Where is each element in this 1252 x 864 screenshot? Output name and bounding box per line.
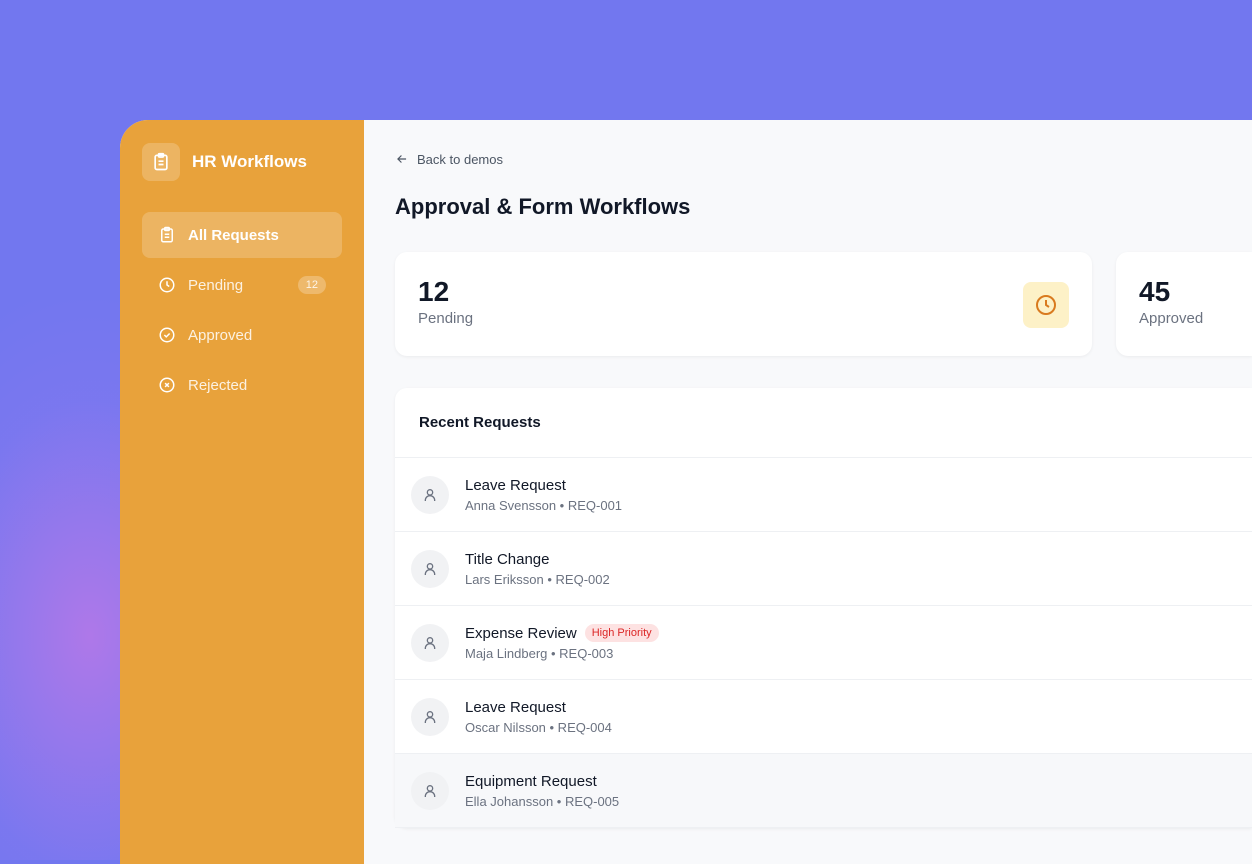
stat-card-approved: 45 Approved bbox=[1116, 252, 1252, 356]
back-link-label: Back to demos bbox=[417, 151, 503, 167]
recent-requests-title: Recent Requests bbox=[395, 388, 1252, 458]
arrow-left-icon bbox=[397, 155, 407, 163]
request-list: Leave Request Anna Svensson • REQ-001 Ti… bbox=[395, 458, 1252, 828]
request-row[interactable]: Expense Review High Priority Maja Lindber… bbox=[395, 606, 1252, 680]
request-title: Equipment Request bbox=[465, 772, 597, 790]
sidebar-nav: All Requests Pending 12 Approved Rejecte… bbox=[142, 212, 342, 408]
clipboard-icon bbox=[142, 143, 180, 181]
pending-count-badge: 12 bbox=[297, 276, 326, 294]
request-row[interactable]: Leave Request Oscar Nilsson • REQ-004 bbox=[395, 680, 1252, 754]
sidebar-item-label: Rejected bbox=[188, 376, 248, 394]
user-icon bbox=[411, 475, 449, 514]
sidebar-item-all-requests[interactable]: All Requests bbox=[142, 212, 342, 258]
stat-label: Pending bbox=[418, 310, 474, 327]
sidebar-item-pending[interactable]: Pending 12 bbox=[142, 262, 342, 308]
stat-value: 12 bbox=[418, 276, 450, 307]
stats-row: 12 Pending 45 Approved bbox=[395, 252, 1252, 356]
request-subtitle: Ella Johansson • REQ-005 bbox=[465, 793, 620, 809]
sidebar-item-rejected[interactable]: Rejected bbox=[142, 362, 342, 408]
x-circle-icon bbox=[159, 377, 175, 393]
clock-icon bbox=[1023, 282, 1069, 328]
brand-title: HR Workflows bbox=[192, 152, 307, 171]
request-title: Leave Request bbox=[465, 698, 566, 716]
check-circle-icon bbox=[159, 327, 175, 343]
user-icon bbox=[411, 623, 449, 662]
clock-icon bbox=[159, 277, 175, 293]
page-title: Approval & Form Workflows bbox=[395, 194, 691, 219]
request-title: Leave Request bbox=[465, 476, 566, 494]
clipboard-icon bbox=[161, 226, 173, 243]
sidebar-item-label: Approved bbox=[188, 326, 253, 344]
request-title: Title Change bbox=[465, 550, 550, 568]
stat-value: 45 bbox=[1139, 276, 1171, 307]
request-subtitle: Oscar Nilsson • REQ-004 bbox=[465, 719, 612, 735]
stat-label: Approved bbox=[1139, 310, 1204, 327]
request-subtitle: Anna Svensson • REQ-001 bbox=[465, 497, 623, 513]
main-content: Back to demos Approval & Form Workflows … bbox=[364, 120, 1252, 864]
stat-card-pending: 12 Pending bbox=[395, 252, 1092, 356]
request-subtitle: Lars Eriksson • REQ-002 bbox=[465, 571, 610, 587]
priority-badge: High Priority bbox=[584, 624, 659, 642]
request-subtitle: Maja Lindberg • REQ-003 bbox=[465, 646, 614, 661]
recent-requests-card: Recent Requests Leave Request Anna Svens… bbox=[395, 388, 1252, 828]
app-window: HR Workflows All Requests Pending 12 App… bbox=[120, 120, 1252, 864]
request-row[interactable]: Equipment Request Ella Johansson • REQ-0… bbox=[395, 754, 1252, 828]
user-icon bbox=[411, 771, 449, 810]
back-link[interactable]: Back to demos bbox=[395, 150, 1252, 168]
sidebar-item-approved[interactable]: Approved bbox=[142, 312, 342, 358]
sidebar-item-label: All Requests bbox=[188, 226, 279, 244]
sidebar: HR Workflows All Requests Pending 12 App… bbox=[120, 120, 364, 864]
request-row[interactable]: Leave Request Anna Svensson • REQ-001 bbox=[395, 458, 1252, 532]
request-row[interactable]: Title Change Lars Eriksson • REQ-002 bbox=[395, 532, 1252, 606]
brand: HR Workflows bbox=[142, 142, 342, 182]
user-icon bbox=[411, 697, 449, 736]
user-icon bbox=[411, 549, 449, 588]
sidebar-item-label: Pending bbox=[188, 276, 244, 294]
request-title: Expense Review bbox=[465, 624, 577, 642]
